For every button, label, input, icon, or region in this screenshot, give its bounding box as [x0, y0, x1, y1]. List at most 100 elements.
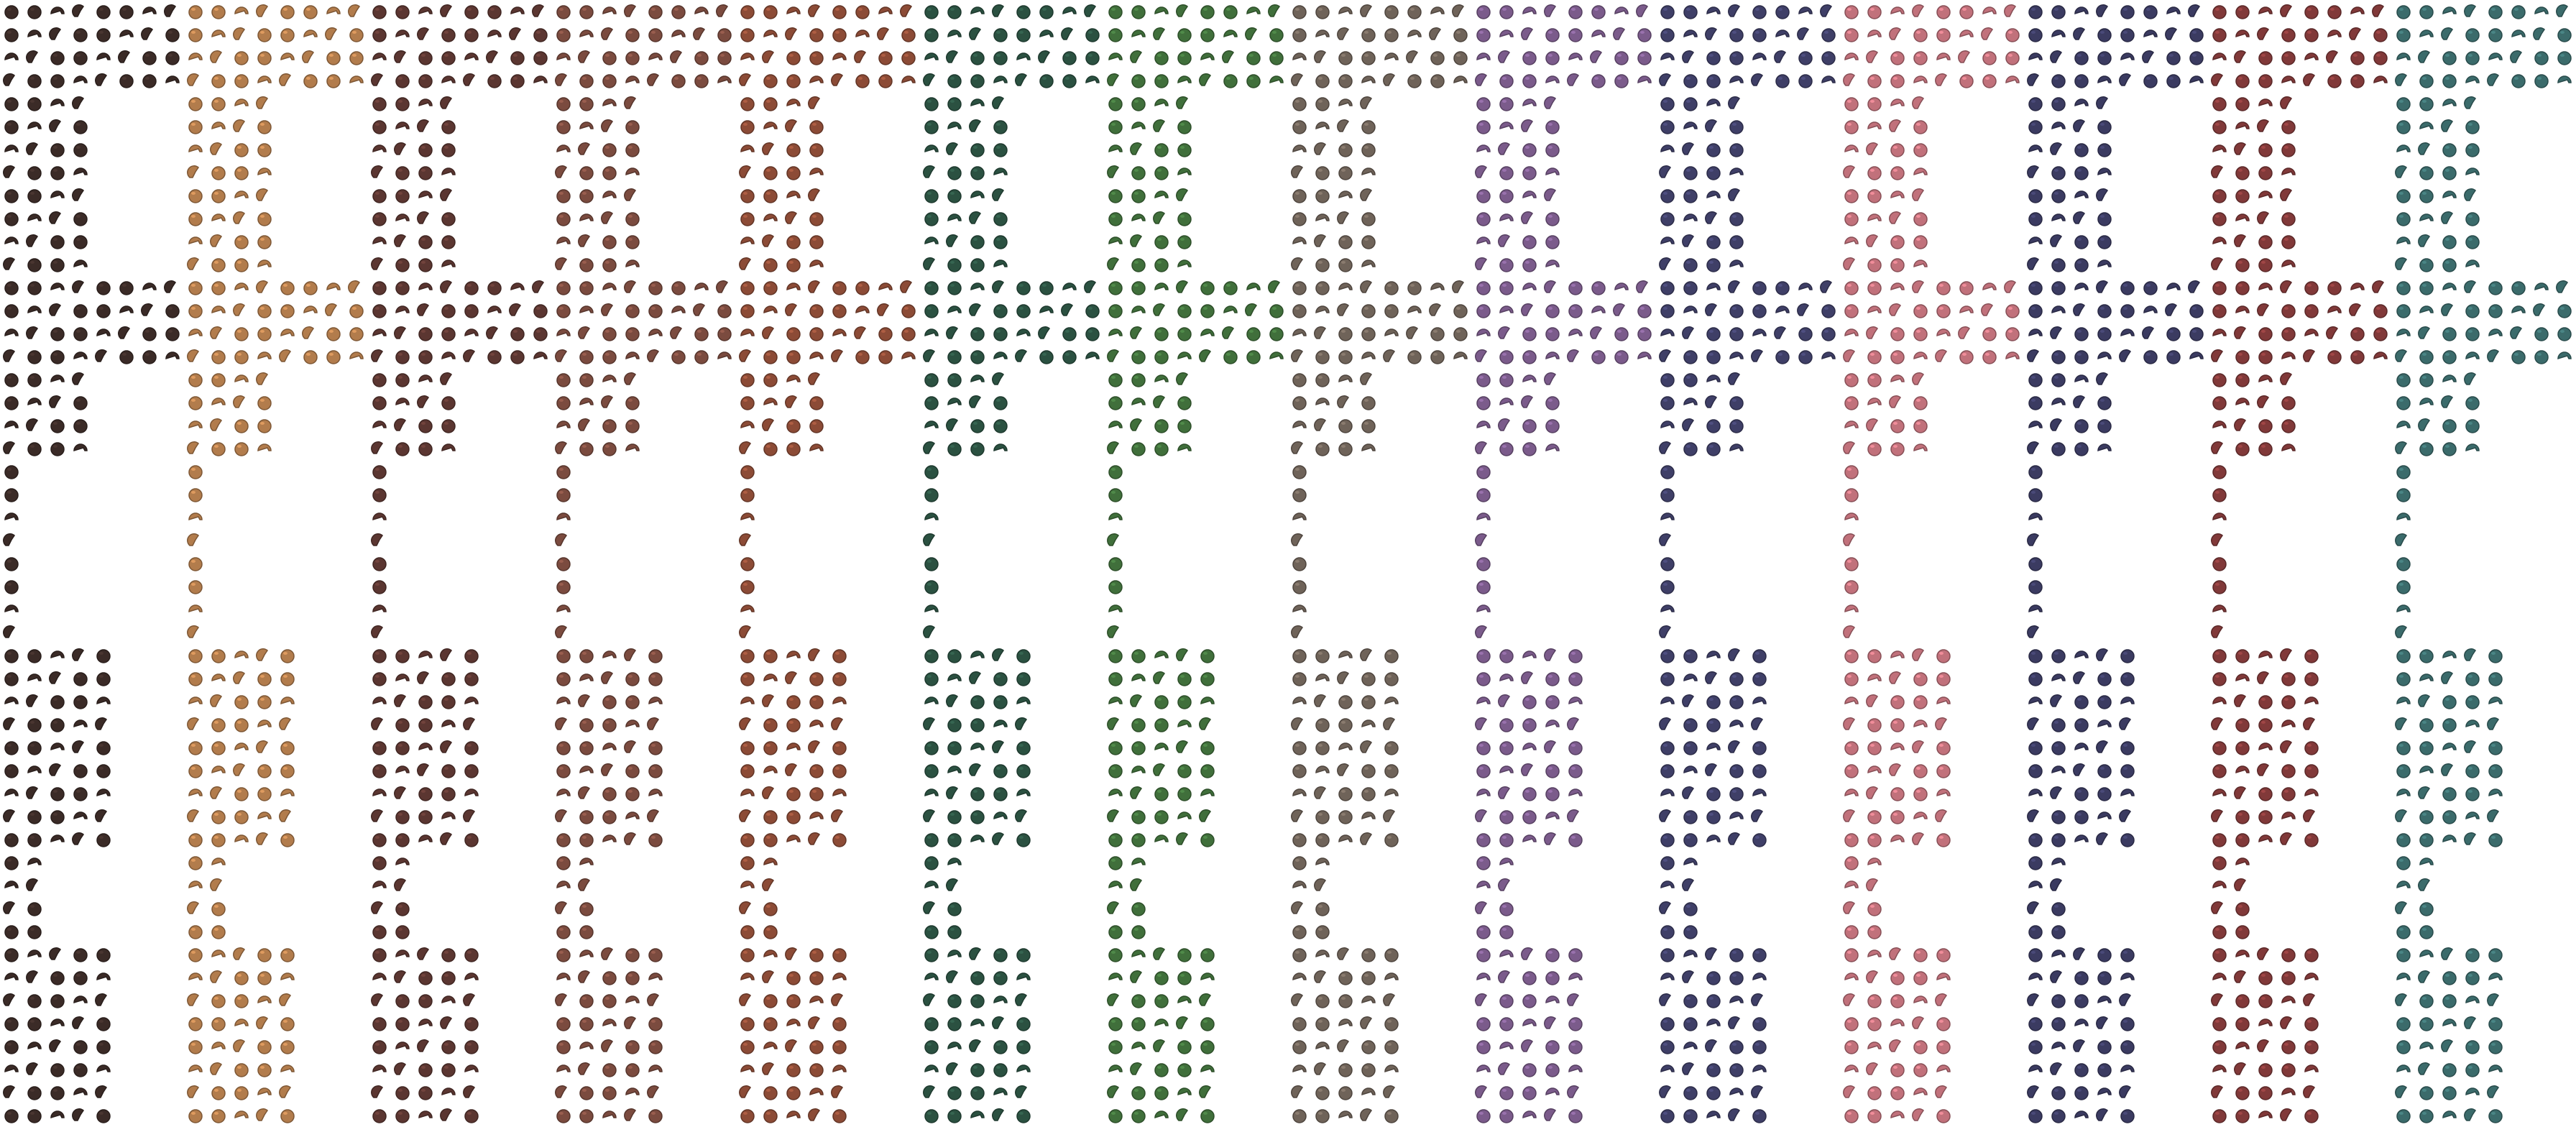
- hair-shine: [904, 31, 908, 34]
- hair: [1361, 419, 1376, 433]
- hair-shine: [191, 8, 196, 11]
- hair-shine: [1571, 307, 1576, 310]
- sprite: [786, 695, 801, 709]
- hair-shine: [743, 399, 748, 402]
- sprite: [762, 418, 774, 431]
- sprite: [1683, 305, 1698, 314]
- sprite: [1476, 856, 1491, 870]
- hair: [1522, 1086, 1537, 1100]
- hair: [1131, 857, 1146, 866]
- hair: [1292, 1064, 1307, 1073]
- sprite: [4, 144, 19, 153]
- hair: [1476, 1109, 1491, 1123]
- hair: [1200, 28, 1215, 42]
- hair-shine: [1180, 790, 1184, 793]
- sprite: [740, 696, 755, 705]
- hair-shine: [1502, 8, 1506, 11]
- hair: [602, 1110, 617, 1119]
- sprite: [1246, 51, 1261, 65]
- hair: [625, 1087, 640, 1096]
- sprite: [1499, 857, 1514, 866]
- hair-shine: [812, 767, 816, 770]
- sprite: [624, 832, 636, 845]
- hair: [923, 901, 935, 914]
- sprite: [3, 257, 15, 270]
- sprite: [786, 718, 801, 732]
- sprite: [740, 741, 755, 755]
- hair-shine: [1479, 376, 1484, 379]
- sprite: [188, 420, 203, 429]
- hair: [441, 995, 456, 1004]
- hair: [1315, 718, 1330, 732]
- sprite: [4, 672, 19, 686]
- sprite: [970, 6, 985, 15]
- hair: [1476, 328, 1491, 337]
- sprite: [119, 350, 134, 364]
- sprite: [1706, 98, 1721, 107]
- sprite: [1430, 282, 1445, 291]
- sprite: [4, 1064, 19, 1073]
- sprite: [441, 1040, 456, 1054]
- hair-shine: [1272, 307, 1276, 310]
- sprite: [1361, 787, 1376, 801]
- hair-shine: [1663, 8, 1668, 11]
- hair: [27, 97, 42, 111]
- sprite: [1453, 28, 1468, 42]
- hair: [1269, 28, 1284, 42]
- sprite: [49, 947, 61, 960]
- sprite: [1176, 372, 1188, 385]
- sprite: [786, 834, 801, 843]
- sprite: [27, 810, 42, 824]
- hair: [1315, 673, 1330, 682]
- sprite: [923, 1085, 935, 1098]
- hair: [1016, 328, 1031, 337]
- sprite: [1292, 28, 1307, 42]
- hair-shine: [628, 330, 632, 333]
- sprite: [1200, 764, 1215, 778]
- sprite: [1130, 1062, 1142, 1075]
- hair: [1108, 649, 1123, 663]
- hair-shine: [53, 261, 58, 264]
- sprite: [27, 305, 42, 314]
- hair: [187, 349, 199, 362]
- hair: [1315, 74, 1330, 88]
- sprite: [763, 765, 778, 774]
- hair-shine: [1180, 1066, 1184, 1069]
- hair-shine: [1364, 698, 1368, 701]
- sprite: [510, 74, 525, 88]
- sprite: [1154, 166, 1169, 180]
- hair: [556, 304, 571, 318]
- sprite: [1384, 328, 1399, 337]
- hair-shine: [766, 353, 770, 356]
- sprite: [1660, 144, 1675, 153]
- hair: [1683, 305, 1698, 314]
- hair: [1361, 75, 1376, 84]
- hair: [1200, 672, 1215, 686]
- hair: [1292, 604, 1307, 613]
- sprite: [1153, 27, 1165, 40]
- sprite: [1108, 52, 1123, 61]
- hair: [395, 718, 410, 732]
- sprite: [1154, 51, 1169, 65]
- hair: [1315, 902, 1330, 916]
- hair-shine: [444, 146, 448, 149]
- hair: [1453, 28, 1468, 42]
- hair: [969, 763, 981, 776]
- hair-shine: [444, 238, 448, 241]
- hair-shine: [1617, 54, 1622, 57]
- hair-shine: [1686, 8, 1690, 11]
- hair-shine: [1525, 261, 1530, 264]
- sprite: [1729, 212, 1744, 226]
- hair: [1545, 1087, 1560, 1096]
- hair: [394, 326, 406, 339]
- hair: [3, 901, 15, 914]
- sprite: [579, 213, 594, 222]
- hair: [924, 948, 939, 962]
- sprite: [1614, 51, 1629, 65]
- sprite: [188, 1064, 203, 1073]
- hair: [1315, 213, 1330, 222]
- hair: [1154, 810, 1169, 824]
- sprite: [947, 258, 962, 272]
- hair-shine: [605, 353, 610, 356]
- sprite: [578, 234, 590, 247]
